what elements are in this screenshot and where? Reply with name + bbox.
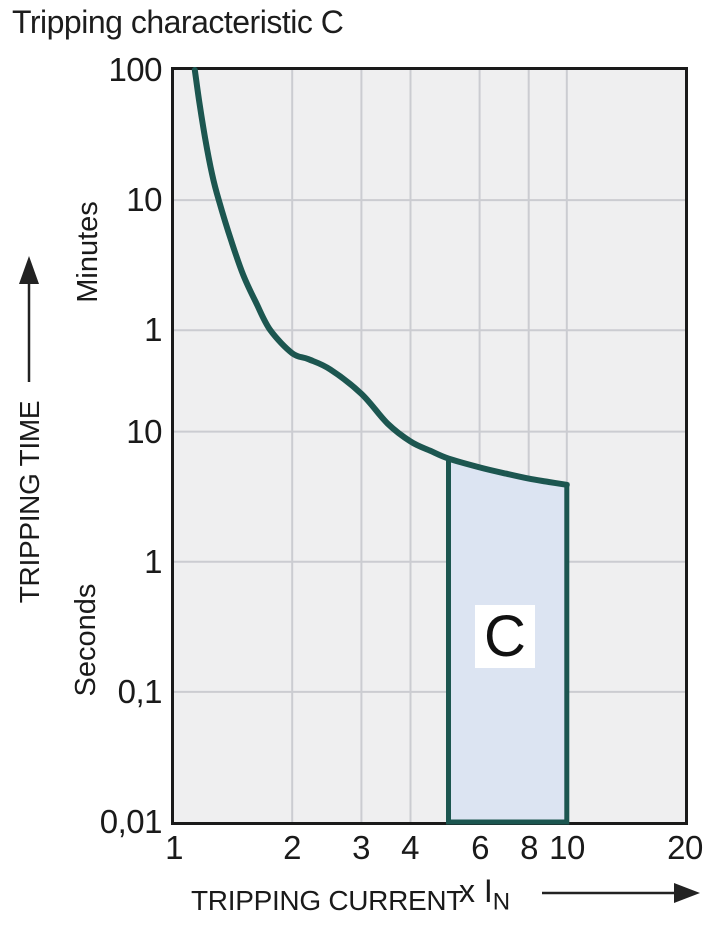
x-axis-label: TRIPPING CURRENT — [191, 885, 464, 916]
x-axis-unit-text: x I — [459, 873, 493, 909]
y-tick-label: 1 — [144, 543, 162, 580]
y-tick-label: 0,1 — [117, 673, 163, 710]
arrow-head — [674, 883, 700, 903]
x-tick-label: 2 — [283, 829, 301, 866]
band-label-box: C — [475, 605, 535, 668]
x-tick-label: 3 — [352, 829, 370, 866]
trip-curve — [191, 67, 570, 488]
x-axis-unit: x IN — [459, 874, 510, 919]
y-tick-label: 10 — [126, 413, 162, 450]
x-tick-label: 6 — [471, 829, 489, 866]
y-tick-label: 1 — [144, 311, 162, 348]
band-label: C — [484, 603, 526, 669]
plot-area: C — [171, 67, 688, 825]
x-tick-label: 10 — [549, 829, 585, 866]
x-tick-label: 8 — [520, 829, 538, 866]
y-tick-label: 100 — [108, 51, 162, 88]
x-axis-unit-subscript: N — [492, 888, 511, 916]
arrow-head — [19, 256, 39, 284]
chart-title: Tripping characteristic C — [12, 4, 344, 40]
y-tick-label: 10 — [126, 181, 162, 218]
x-axis-arrow-icon — [542, 883, 700, 903]
x-tick-label: 1 — [165, 829, 183, 866]
x-tick-label: 4 — [401, 829, 419, 866]
y-axis-label: TRIPPING TIME — [14, 400, 45, 604]
x-tick-label: 20 — [667, 829, 703, 866]
y-tick-label: 0,01 — [99, 803, 163, 840]
y-axis-arrow-icon — [19, 256, 39, 382]
plot-canvas — [174, 67, 685, 825]
